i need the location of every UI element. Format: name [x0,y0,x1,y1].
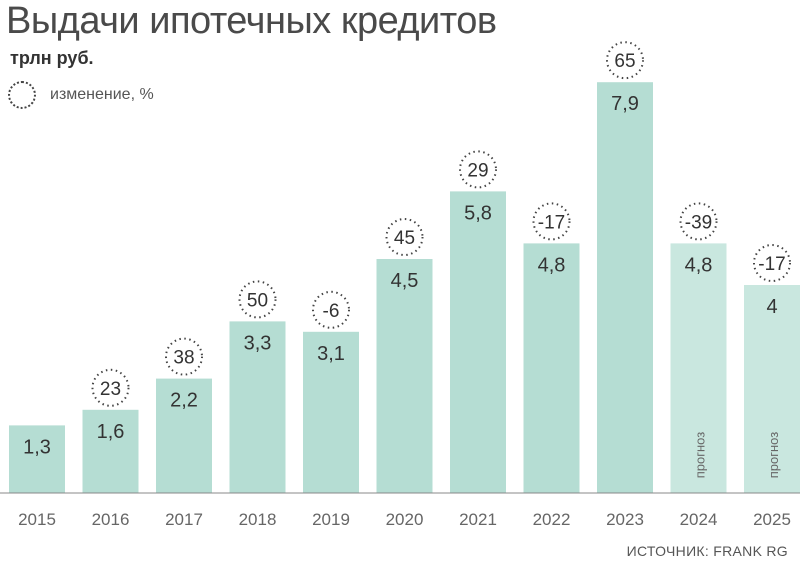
data-label: 4,8 [685,254,713,276]
change-badge-circle [532,202,571,241]
change-pct-label: 50 [247,290,268,311]
bar [744,285,800,493]
bar [376,259,433,493]
change-pct-label: -17 [538,212,565,233]
bar [670,243,727,493]
x-tick-label: 2018 [239,510,277,529]
x-tick-label: 2025 [753,510,791,529]
x-tick-label: 2021 [459,510,497,529]
change-badge-circle [606,41,644,80]
x-tick-label: 2019 [312,510,350,529]
bar [156,378,212,493]
change-badge-circle [91,368,130,407]
data-label: 3,1 [317,343,345,365]
x-tick-label: 2023 [606,510,644,529]
data-label: 7,9 [611,93,639,115]
data-label: 2,2 [170,390,198,412]
bar [597,82,653,493]
legend-dotted-circle-icon [8,81,36,109]
data-label: 5,8 [464,202,492,224]
legend: изменение, % [8,80,154,110]
change-pct-label: -6 [323,301,340,322]
bar [229,321,286,493]
change-badge-circle [459,150,497,189]
change-pct-label: -17 [758,254,785,275]
data-label: 4 [766,296,777,318]
change-pct-label: 29 [467,160,488,181]
change-pct-label: 65 [614,51,635,72]
change-pct-label: 23 [100,379,121,400]
change-badge-circle [679,202,718,241]
bar [9,425,65,493]
forecast-label: прогноз [693,432,708,479]
bar [82,409,139,493]
chart-title: Выдачи ипотечных кредитов [6,0,497,42]
x-tick-label: 2017 [165,510,203,529]
legend-label: изменение, % [50,86,154,103]
bar [450,191,506,493]
x-tick-label: 2020 [386,510,424,529]
bar [523,243,580,493]
data-label: 1,3 [23,436,51,458]
x-tick-label: 2024 [680,510,718,529]
source-note: ИСТОЧНИК: FRANK RG [626,543,788,559]
change-badge-circle [753,244,791,282]
data-label: 3,3 [244,332,272,354]
x-tick-label: 2015 [18,510,56,529]
x-tick-label: 2016 [92,510,130,529]
data-label: 4,8 [538,254,566,276]
data-label: 1,6 [97,421,125,443]
unit-label: трлн руб. [10,48,94,68]
bar [303,331,359,493]
change-badge-circle [238,280,277,319]
change-pct-label: 38 [173,348,194,369]
change-badge-circle [312,290,350,329]
data-label: 4,5 [391,270,419,292]
change-badge-circle [385,218,424,256]
change-pct-label: 45 [394,228,415,249]
change-pct-label: -39 [685,212,712,233]
change-badge-circle [165,337,203,376]
x-tick-label: 2022 [533,510,571,529]
forecast-label: прогноз [766,432,781,479]
